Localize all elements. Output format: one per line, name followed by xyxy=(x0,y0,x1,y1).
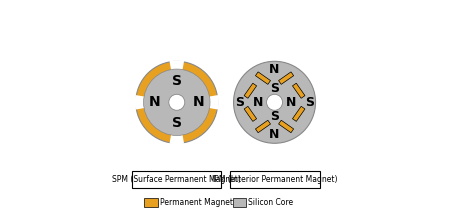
Polygon shape xyxy=(255,72,271,84)
Text: N: N xyxy=(269,63,280,76)
Text: S: S xyxy=(235,96,245,109)
Text: S: S xyxy=(172,74,182,88)
Polygon shape xyxy=(292,83,305,98)
FancyBboxPatch shape xyxy=(230,171,320,189)
Text: Permanent Magnet: Permanent Magnet xyxy=(160,198,233,207)
Circle shape xyxy=(144,69,210,135)
Wedge shape xyxy=(135,95,177,110)
Circle shape xyxy=(136,61,218,143)
Text: SPM (Surface Permanent Magnet): SPM (Surface Permanent Magnet) xyxy=(112,175,241,184)
Polygon shape xyxy=(244,83,257,98)
Text: IPM (Interior Permanent Magnet): IPM (Interior Permanent Magnet) xyxy=(213,175,338,184)
Circle shape xyxy=(233,61,316,143)
Polygon shape xyxy=(244,106,257,121)
Polygon shape xyxy=(279,120,293,133)
Text: S: S xyxy=(270,110,279,123)
Text: N: N xyxy=(193,95,205,109)
Circle shape xyxy=(266,94,283,110)
Text: S: S xyxy=(305,96,314,109)
Wedge shape xyxy=(169,60,184,102)
Wedge shape xyxy=(177,95,219,110)
FancyBboxPatch shape xyxy=(132,171,221,189)
Polygon shape xyxy=(255,120,271,133)
Text: N: N xyxy=(269,128,280,141)
Text: S: S xyxy=(270,82,279,95)
Text: N: N xyxy=(149,95,160,109)
Polygon shape xyxy=(279,72,293,84)
Text: N: N xyxy=(252,96,263,109)
Circle shape xyxy=(169,94,185,110)
Polygon shape xyxy=(292,106,305,121)
Wedge shape xyxy=(169,102,184,144)
Text: N: N xyxy=(286,96,297,109)
Text: S: S xyxy=(172,116,182,130)
Bar xyxy=(232,198,246,207)
Text: Silicon Core: Silicon Core xyxy=(248,198,293,207)
Bar xyxy=(144,198,158,207)
